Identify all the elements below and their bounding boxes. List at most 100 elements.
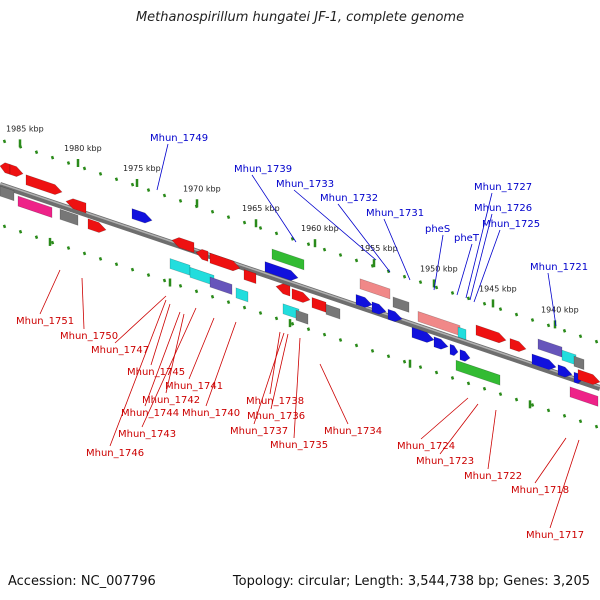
gene-label-leader	[420, 397, 469, 440]
gene-feature	[455, 359, 501, 386]
outer-scale-track-dot	[450, 291, 455, 295]
gene-label-bottom: Mhun_1718	[511, 485, 569, 496]
gene-label-leader	[81, 277, 85, 330]
inner-scale-track-dot	[434, 370, 439, 375]
gene-label-leader	[473, 229, 501, 303]
gene-label-leader	[269, 331, 281, 395]
gene-label-bottom: Mhun_1744	[121, 408, 179, 419]
outer-scale-track-dot	[66, 161, 71, 165]
outer-scale-track-dot	[546, 323, 551, 328]
outer-scale-track-dot	[2, 139, 7, 144]
outer-scale-track-dot	[50, 155, 55, 160]
gene-feature	[195, 249, 209, 262]
gene-feature	[0, 162, 11, 175]
gene-label-bottom: Mhun_1737	[230, 426, 288, 437]
inner-scale-track-dot	[18, 229, 23, 234]
gene-feature	[275, 283, 291, 297]
gene-label-leader	[293, 189, 377, 261]
inner-scale-track-dot	[450, 376, 455, 380]
inner-scale-track-dot	[370, 348, 375, 353]
gene-feature	[209, 252, 241, 272]
gene-label-leader	[439, 403, 479, 455]
inner-scale-track-dot	[114, 262, 119, 267]
gene-label-bottom: Mhun_1735	[270, 440, 328, 451]
scale-label: 1955 kbp	[360, 244, 398, 253]
gene-label-leader	[156, 143, 169, 191]
inner-scale-track-dot	[146, 273, 151, 277]
gene-feature	[169, 258, 191, 276]
inner-scale-track-dot	[562, 413, 567, 418]
inner-scale-track-dot	[514, 397, 519, 402]
gene-label-leader	[188, 317, 215, 380]
backbone-highlight	[0, 182, 600, 388]
gene-feature	[87, 218, 107, 233]
outer-scale-track-dot	[258, 226, 263, 230]
gene-label-top: Mhun_1726	[474, 203, 532, 214]
gene-label-leader	[383, 218, 411, 281]
gene-feature	[59, 208, 79, 226]
scale-label: 1985 kbp	[6, 124, 44, 133]
gene-feature	[235, 287, 249, 303]
outer-scale-track-dot	[578, 334, 583, 339]
gene-feature	[17, 195, 53, 219]
inner-scale-track-dot	[322, 332, 327, 337]
gene-label-leader	[205, 321, 237, 407]
gene-label-bottom: Mhun_1741	[165, 381, 223, 392]
gene-label-leader	[109, 299, 167, 447]
gene-label-top: pheT	[454, 233, 480, 244]
gene-label-bottom: Mhun_1750	[60, 331, 118, 342]
genome-summary-text: Topology: circular; Length: 3,544,738 bp…	[232, 574, 590, 589]
outer-scale-track-dot	[114, 177, 119, 182]
inner-scale-track-dot	[338, 338, 343, 342]
gene-feature	[537, 338, 563, 358]
gene-label-leader	[549, 439, 580, 529]
outer-scale-track-dot	[178, 199, 183, 203]
inner-scale-track-dot	[242, 305, 247, 310]
gene-feature	[25, 174, 63, 195]
gene-label-bottom: Mhun_1734	[324, 426, 382, 437]
scale-label: 1975 kbp	[123, 164, 161, 173]
inner-scale-track-dot	[578, 419, 583, 424]
map-title: Methanospirillum hungatei JF-1, complete…	[135, 10, 465, 25]
scale-label: 1970 kbp	[183, 184, 221, 193]
gene-feature	[387, 308, 403, 322]
gene-label-bottom: Mhun_1736	[247, 411, 305, 422]
outer-scale-track-dot	[466, 296, 471, 301]
outer-scale-track-dot	[226, 215, 231, 220]
scale-label: 1940 kbp	[541, 305, 579, 314]
gene-label-leader	[114, 295, 167, 344]
gene-feature	[171, 237, 195, 254]
gene-label-leader	[150, 303, 171, 366]
gene-label-bottom: Mhun_1717	[526, 530, 584, 541]
outer-scale-track-dot	[274, 231, 279, 236]
inner-scale-track-dot	[50, 240, 55, 245]
inner-scale-track-dot	[418, 365, 423, 369]
gene-label-top: Mhun_1727	[474, 182, 532, 193]
gene-feature	[264, 261, 299, 281]
gene-label-bottom: Mhun_1722	[464, 471, 522, 482]
outer-scale-track-dot	[322, 247, 327, 252]
scale-label: 1950 kbp	[420, 264, 458, 273]
gene-feature	[459, 349, 471, 362]
gene-label-bottom: Mhun_1738	[246, 396, 304, 407]
gene-label-bottom: Mhun_1747	[91, 345, 149, 356]
inner-scale-track-dot	[194, 289, 199, 294]
gene-label-leader	[469, 213, 493, 301]
gene-label-leader	[253, 332, 285, 425]
outer-scale-track-dot	[402, 274, 407, 279]
gene-label-top: Mhun_1721	[530, 262, 588, 273]
gene-label-top: Mhun_1731	[366, 208, 424, 219]
gene-label-leader	[39, 269, 61, 315]
gene-feature	[449, 343, 459, 356]
inner-scale-track-dot	[402, 359, 407, 364]
inner-scale-track-dot	[226, 300, 231, 305]
gene-label-bottom: Mhun_1743	[118, 429, 176, 440]
gene-label-leader	[251, 174, 297, 243]
gene-feature	[355, 294, 373, 308]
backbone-line	[0, 182, 600, 391]
gene-label-leader	[534, 437, 567, 484]
gene-label-top: Mhun_1739	[234, 164, 292, 175]
outer-scale-track-dot	[130, 182, 135, 187]
gene-label-leader	[141, 307, 197, 428]
gene-feature	[411, 326, 435, 343]
